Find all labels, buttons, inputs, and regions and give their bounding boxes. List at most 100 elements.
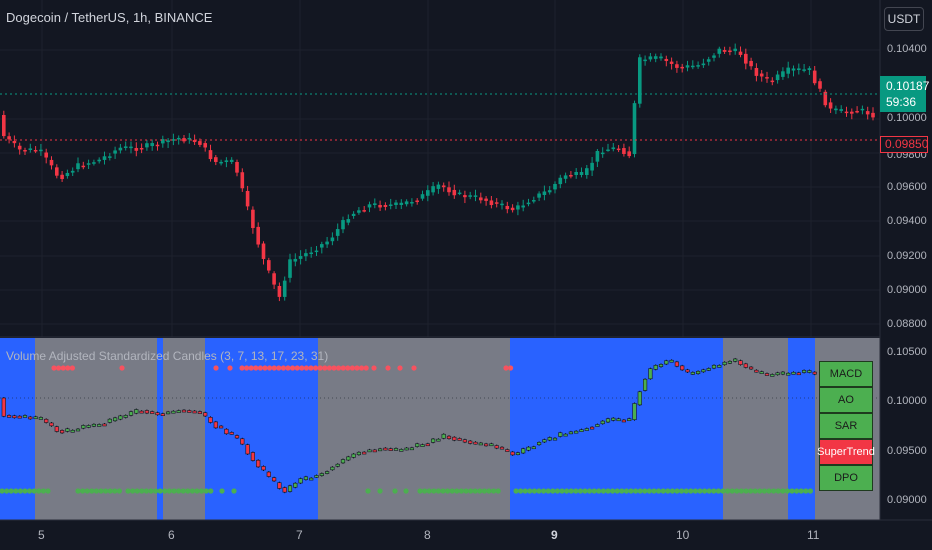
- indicator-dot: [679, 488, 685, 494]
- indicator-candle-body: [234, 435, 240, 439]
- price-candle-body: [616, 148, 621, 151]
- symbol-title[interactable]: Dogecoin / TetherUS, 1h, BINANCE: [6, 10, 213, 25]
- indicator-candle-body: [515, 452, 520, 456]
- price-candle-body: [579, 172, 584, 175]
- price-candle-body: [399, 202, 404, 205]
- indicator-dot: [75, 488, 81, 494]
- indicator-candle-body: [531, 446, 536, 450]
- indicator-dot: [522, 488, 528, 494]
- indicator-candle-body: [695, 370, 701, 375]
- price-candle-body: [7, 136, 11, 140]
- indicator-dot: [711, 488, 717, 494]
- price-candle-body: [81, 165, 86, 168]
- price-candle-body: [632, 103, 637, 155]
- price-candle-body: [335, 229, 340, 236]
- indicator-dot: [541, 488, 547, 494]
- price-candle-body: [192, 140, 197, 143]
- indicator-dot: [103, 488, 109, 494]
- last-price-tag: 0.10187 59:36: [880, 76, 929, 112]
- price-candle-body: [129, 146, 133, 149]
- price-candle-body: [39, 149, 43, 152]
- indicator-dot: [239, 365, 245, 371]
- price-candle-body: [256, 226, 260, 245]
- indicator-dot: [130, 488, 136, 494]
- indicator-candle-body: [685, 369, 690, 373]
- indicator-dot: [445, 488, 451, 494]
- price-candle-body: [701, 63, 706, 66]
- indicator-candle-body: [22, 415, 28, 418]
- indicator-dot: [392, 488, 398, 494]
- indicator-candle-body: [17, 415, 22, 419]
- indicator-candle-body: [637, 391, 642, 406]
- indicator-dot: [531, 488, 538, 494]
- indicator-candle-body: [680, 365, 685, 371]
- price-candle-body: [468, 195, 472, 197]
- price-candle-body: [214, 157, 218, 162]
- indicator-dot: [171, 488, 177, 494]
- time-axis-label: 8: [424, 528, 431, 542]
- price-candle-body: [346, 219, 351, 223]
- price-candle-body: [272, 273, 276, 285]
- indicator-candle-body: [764, 373, 770, 376]
- indicator-dot: [365, 488, 371, 494]
- price-axis-label: 0.10400: [887, 43, 927, 55]
- indicator-candle-body: [49, 422, 54, 427]
- price-candle-body: [479, 197, 483, 201]
- indicator-candle-body: [303, 476, 309, 480]
- price-candle-body: [865, 111, 870, 115]
- indicator-candle-body: [1, 397, 6, 417]
- price-candle-body: [812, 70, 817, 84]
- indicator-dot: [116, 488, 122, 494]
- indicator-dot: [271, 365, 277, 371]
- price-candle-body: [526, 202, 531, 205]
- indicator-candle-body: [446, 435, 452, 439]
- price-candle-body: [171, 139, 176, 141]
- indicator-dot: [794, 488, 800, 494]
- price-candle-body: [521, 205, 525, 208]
- indicator-dot: [22, 488, 28, 494]
- indicator-title[interactable]: Volume Adjusted Standardized Candles (3,…: [6, 349, 329, 363]
- indicator-dot: [637, 488, 643, 494]
- indicator-dot: [628, 488, 634, 494]
- indicator-candle-body: [335, 463, 340, 467]
- price-candle-body: [463, 195, 467, 198]
- indicator-dot: [481, 488, 487, 494]
- indicator-candle-body: [224, 428, 229, 435]
- indicator-dot: [692, 488, 699, 494]
- price-candle-body: [415, 200, 419, 203]
- currency-button[interactable]: USDT: [884, 7, 924, 31]
- indicator-dot: [267, 365, 273, 371]
- indicator-candle-body: [293, 482, 298, 488]
- indicator-axis-label: 0.09000: [887, 494, 927, 506]
- price-candle-body: [860, 108, 865, 111]
- price-candle-body: [717, 48, 722, 54]
- price-axis-label: 0.09600: [887, 181, 927, 193]
- indicator-candle-body: [791, 371, 796, 375]
- price-candle-body: [293, 258, 298, 262]
- indicator-candle-body: [362, 451, 367, 455]
- indicator-candle-body: [627, 418, 632, 422]
- price-candle-body: [585, 168, 589, 175]
- indicator-axis-label: 0.09500: [887, 445, 927, 457]
- indicator-candle-body: [717, 365, 722, 368]
- indicator-candle-body: [367, 449, 372, 453]
- indicator-dot: [112, 488, 118, 494]
- indicator-dot: [660, 488, 666, 494]
- indicator-dot: [715, 488, 722, 494]
- indicator-dot: [294, 365, 300, 371]
- indicator-dot: [771, 488, 777, 494]
- indicator-dot: [463, 488, 469, 494]
- indicator-candle-body: [706, 368, 711, 371]
- indicator-dot: [780, 488, 786, 494]
- indicator-dot: [322, 365, 328, 371]
- price-candle-body: [267, 260, 271, 271]
- indicator-candle-body: [128, 411, 134, 416]
- indicator-dot: [40, 488, 47, 494]
- table-cell-sar: SAR: [819, 413, 873, 439]
- indicator-dot: [359, 365, 365, 371]
- price-candle-body: [426, 190, 430, 196]
- indicator-dot: [326, 365, 332, 371]
- indicator-dot: [477, 488, 483, 494]
- price-candle-body: [749, 60, 753, 67]
